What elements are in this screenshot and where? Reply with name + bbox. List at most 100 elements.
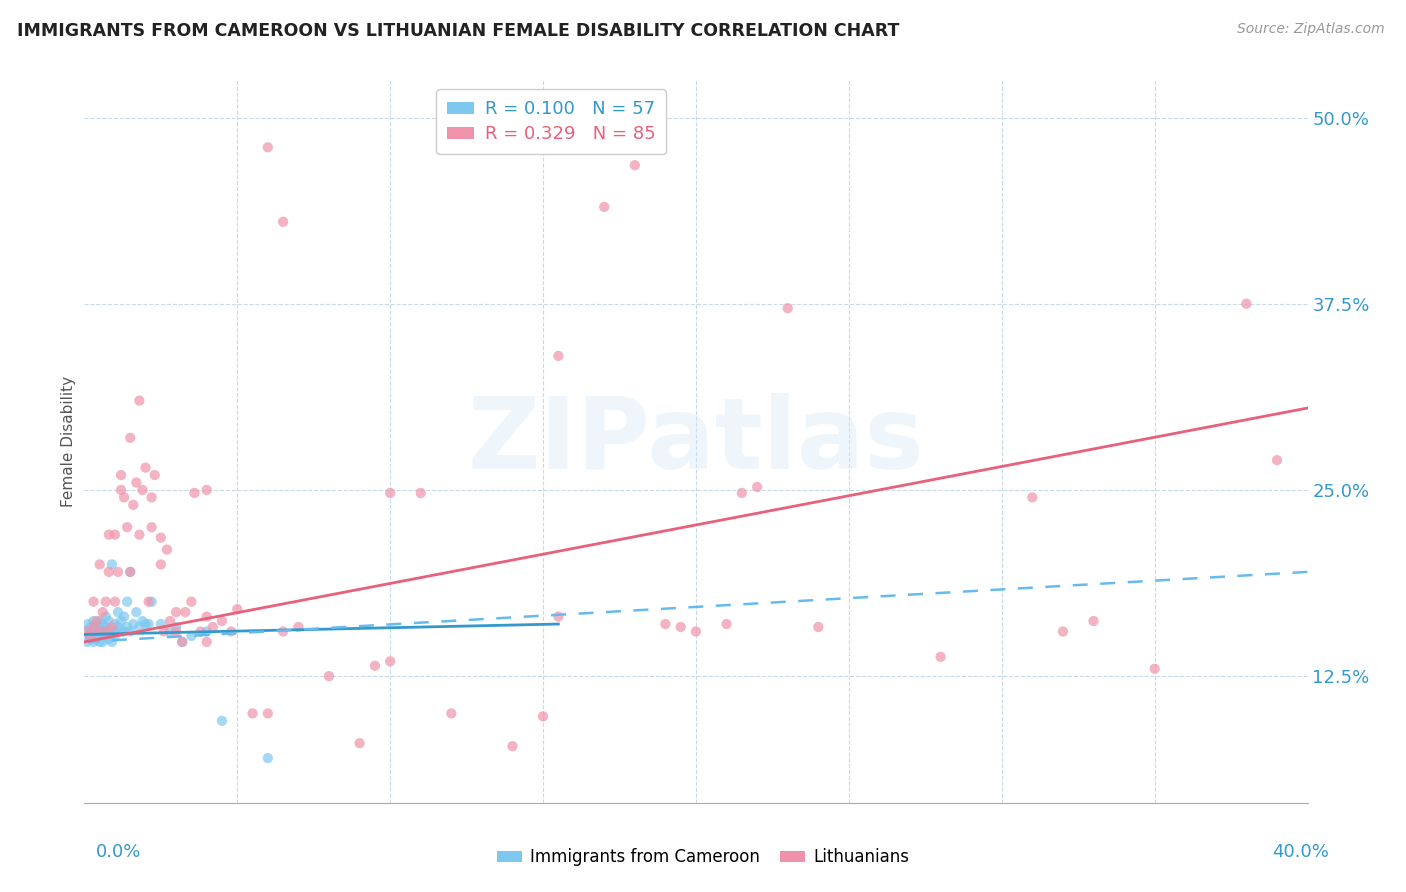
Point: [257, 140, 280, 154]
Text: 40.0%: 40.0%: [1272, 843, 1329, 861]
Point: [89, 558, 111, 572]
Point: [97, 632, 120, 646]
Point: [89, 614, 111, 628]
Point: [138, 595, 160, 609]
Point: [731, 486, 754, 500]
Point: [89, 624, 111, 639]
Point: [174, 605, 197, 619]
Point: [104, 629, 127, 643]
Point: [716, 617, 738, 632]
Point: [149, 558, 172, 572]
Point: [143, 468, 166, 483]
Point: [112, 491, 135, 505]
Point: [120, 431, 142, 445]
Point: [349, 736, 371, 750]
Point: [685, 624, 707, 639]
Point: [929, 649, 952, 664]
Point: [141, 595, 163, 609]
Text: IMMIGRANTS FROM CAMEROON VS LITHUANIAN FEMALE DISABILITY CORRELATION CHART: IMMIGRANTS FROM CAMEROON VS LITHUANIAN F…: [17, 22, 900, 40]
Point: [94, 624, 117, 639]
Point: [97, 565, 120, 579]
Point: [86, 632, 108, 646]
Point: [165, 620, 187, 634]
Point: [83, 595, 105, 609]
Point: [128, 393, 150, 408]
Point: [110, 614, 132, 628]
Point: [115, 595, 138, 609]
Point: [211, 614, 233, 628]
Point: [97, 614, 120, 628]
Point: [131, 614, 153, 628]
Point: [91, 605, 114, 619]
Point: [77, 617, 100, 632]
Point: [287, 620, 309, 634]
Point: [135, 460, 157, 475]
Point: [125, 605, 148, 619]
Point: [86, 624, 108, 639]
Y-axis label: Female Disability: Female Disability: [60, 376, 76, 508]
Point: [94, 629, 117, 643]
Point: [89, 629, 111, 643]
Point: [219, 624, 242, 639]
Point: [86, 614, 108, 628]
Point: [180, 629, 202, 643]
Point: [94, 595, 117, 609]
Point: [89, 620, 111, 634]
Point: [195, 483, 218, 497]
Point: [91, 624, 114, 639]
Point: [120, 565, 142, 579]
Point: [141, 520, 163, 534]
Point: [1021, 491, 1043, 505]
Point: [776, 301, 799, 316]
Point: [83, 620, 105, 634]
Point: [128, 527, 150, 541]
Point: [271, 624, 294, 639]
Point: [80, 624, 103, 639]
Point: [115, 620, 138, 634]
Point: [101, 620, 124, 634]
Point: [531, 709, 554, 723]
Point: [104, 624, 127, 639]
Point: [172, 635, 194, 649]
Point: [131, 483, 153, 497]
Point: [94, 609, 117, 624]
Point: [172, 635, 194, 649]
Point: [159, 614, 181, 628]
Point: [190, 624, 212, 639]
Point: [120, 565, 142, 579]
Point: [112, 624, 135, 639]
Point: [107, 565, 129, 579]
Point: [380, 486, 402, 500]
Point: [669, 620, 692, 634]
Point: [747, 480, 769, 494]
Point: [364, 658, 387, 673]
Point: [104, 617, 127, 632]
Point: [624, 158, 647, 172]
Point: [183, 486, 205, 500]
Point: [1265, 453, 1288, 467]
Point: [79, 620, 101, 634]
Point: [125, 475, 148, 490]
Point: [84, 629, 107, 643]
Point: [120, 624, 142, 639]
Point: [135, 617, 157, 632]
Point: [97, 527, 120, 541]
Point: [1143, 662, 1166, 676]
Point: [112, 609, 135, 624]
Point: [138, 617, 160, 632]
Point: [83, 635, 105, 649]
Text: 0.0%: 0.0%: [96, 843, 141, 861]
Point: [122, 617, 145, 632]
Point: [149, 531, 172, 545]
Point: [79, 632, 101, 646]
Point: [104, 595, 127, 609]
Point: [165, 624, 187, 639]
Point: [94, 620, 117, 634]
Legend: R = 0.100   N = 57, R = 0.329   N = 85: R = 0.100 N = 57, R = 0.329 N = 85: [436, 89, 666, 154]
Point: [195, 609, 218, 624]
Point: [1236, 297, 1258, 311]
Point: [271, 215, 294, 229]
Point: [107, 620, 129, 634]
Point: [107, 605, 129, 619]
Point: [77, 629, 100, 643]
